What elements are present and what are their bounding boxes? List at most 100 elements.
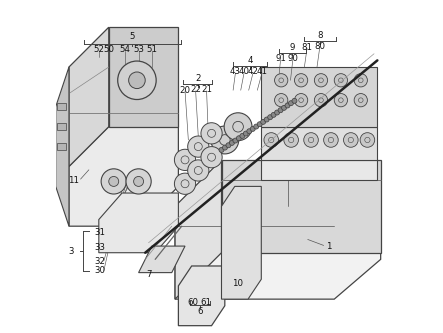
Circle shape — [257, 122, 262, 127]
Polygon shape — [261, 160, 377, 180]
Circle shape — [315, 74, 328, 87]
Polygon shape — [56, 67, 69, 226]
Text: 2: 2 — [195, 74, 200, 83]
Circle shape — [222, 145, 227, 150]
Circle shape — [201, 147, 222, 168]
Text: 52: 52 — [93, 45, 104, 54]
Circle shape — [134, 176, 144, 186]
Circle shape — [254, 124, 259, 129]
Circle shape — [211, 126, 239, 154]
Circle shape — [334, 74, 347, 87]
Circle shape — [126, 169, 151, 194]
Text: 53: 53 — [134, 45, 145, 54]
Circle shape — [354, 74, 367, 87]
Text: 51: 51 — [146, 45, 157, 54]
Bar — [57, 103, 66, 110]
Circle shape — [188, 160, 209, 181]
Circle shape — [284, 133, 299, 147]
Circle shape — [315, 94, 328, 107]
Circle shape — [233, 138, 238, 143]
Circle shape — [282, 105, 287, 110]
Circle shape — [101, 169, 126, 194]
Circle shape — [285, 103, 290, 108]
Circle shape — [295, 74, 308, 87]
Text: 6: 6 — [197, 307, 203, 316]
Circle shape — [360, 133, 375, 147]
Text: 3: 3 — [68, 246, 74, 255]
Circle shape — [240, 134, 245, 139]
Text: 54: 54 — [120, 45, 131, 54]
Text: 11: 11 — [68, 176, 79, 185]
Polygon shape — [109, 27, 179, 127]
Circle shape — [275, 110, 280, 115]
Text: 40: 40 — [238, 67, 249, 76]
Polygon shape — [222, 160, 381, 253]
Text: 4: 4 — [247, 56, 253, 65]
Circle shape — [250, 127, 255, 132]
Circle shape — [219, 148, 224, 153]
Circle shape — [175, 173, 196, 194]
Circle shape — [295, 94, 308, 107]
Text: 21: 21 — [201, 85, 212, 94]
Circle shape — [226, 143, 231, 148]
Polygon shape — [69, 27, 109, 166]
Polygon shape — [179, 266, 225, 326]
Circle shape — [260, 120, 266, 124]
Circle shape — [118, 61, 156, 100]
Polygon shape — [175, 166, 381, 299]
Polygon shape — [222, 186, 261, 299]
Circle shape — [288, 101, 293, 106]
Circle shape — [275, 94, 288, 107]
Circle shape — [243, 131, 249, 136]
Circle shape — [128, 72, 145, 89]
Text: 90: 90 — [288, 54, 298, 63]
Text: 22: 22 — [190, 85, 201, 94]
Text: 31: 31 — [95, 228, 106, 237]
Polygon shape — [261, 127, 377, 160]
Polygon shape — [175, 160, 222, 299]
Circle shape — [109, 176, 119, 186]
Text: 41: 41 — [256, 67, 268, 76]
Polygon shape — [69, 127, 179, 226]
Circle shape — [224, 113, 252, 141]
Circle shape — [188, 136, 209, 157]
Circle shape — [354, 94, 367, 107]
Circle shape — [278, 108, 283, 113]
Circle shape — [292, 98, 297, 103]
Text: 20: 20 — [179, 86, 190, 95]
Circle shape — [271, 112, 276, 117]
Polygon shape — [261, 67, 377, 127]
Circle shape — [324, 133, 338, 147]
Bar — [57, 123, 66, 130]
Text: 80: 80 — [314, 42, 325, 51]
Text: 60: 60 — [188, 298, 199, 307]
Text: 81: 81 — [302, 43, 313, 52]
Text: 91: 91 — [275, 54, 286, 63]
Polygon shape — [139, 246, 185, 273]
Circle shape — [268, 115, 272, 120]
Text: 5: 5 — [130, 32, 136, 41]
Text: 33: 33 — [95, 243, 106, 252]
Circle shape — [247, 129, 252, 134]
Text: 61: 61 — [200, 298, 211, 307]
Circle shape — [229, 141, 234, 146]
Circle shape — [264, 117, 269, 122]
Text: 9: 9 — [289, 43, 295, 52]
Text: 7: 7 — [147, 270, 152, 279]
Text: 50: 50 — [103, 45, 114, 54]
Circle shape — [264, 133, 279, 147]
Polygon shape — [99, 193, 179, 253]
Text: 1: 1 — [326, 242, 331, 251]
Circle shape — [237, 136, 241, 141]
Circle shape — [175, 149, 196, 170]
Text: 42: 42 — [248, 67, 259, 76]
Bar — [57, 143, 66, 150]
Text: 43: 43 — [230, 68, 241, 77]
Circle shape — [343, 133, 358, 147]
Circle shape — [304, 133, 319, 147]
Circle shape — [334, 94, 347, 107]
Text: 32: 32 — [95, 256, 106, 265]
Text: 10: 10 — [232, 279, 243, 288]
Text: 8: 8 — [317, 31, 323, 40]
Circle shape — [275, 74, 288, 87]
